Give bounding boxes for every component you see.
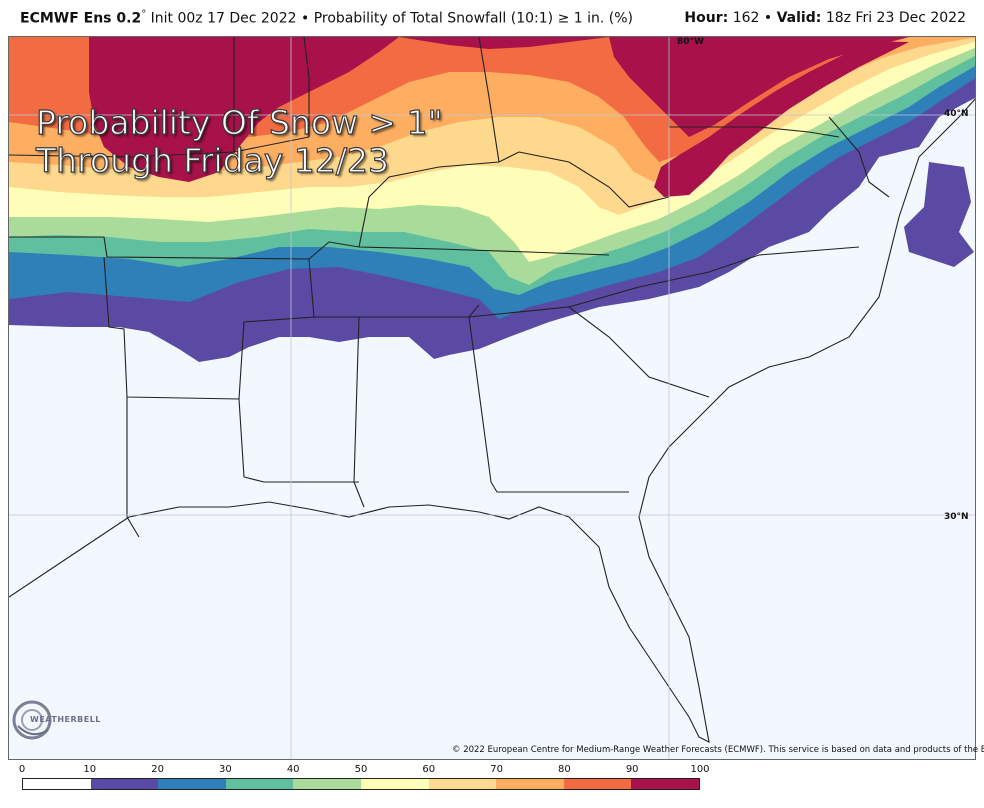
init-time: Init 00z 17 Dec 2022 — [150, 10, 297, 27]
legend-swatch — [225, 779, 294, 789]
legend-tick-label: 90 — [625, 764, 639, 775]
legend-swatch — [293, 779, 361, 789]
probability-bands — [9, 37, 975, 362]
longitude-label-80w: 80°W — [677, 37, 704, 47]
legend-tick-label: 20 — [151, 764, 164, 775]
latitude-label-40n: 40°N — [944, 109, 969, 119]
band-maroon-top — [609, 37, 909, 137]
legend-tick-label: 40 — [286, 764, 300, 775]
copyright-notice: © 2022 European Centre for Medium-Range … — [452, 745, 984, 755]
title-bar: ECMWF Ens 0.2° Init 00z 17 Dec 2022 • Pr… — [0, 0, 984, 36]
legend-swatch — [158, 779, 226, 789]
forecast-annotation: Probability Of Snow > 1" Through Friday … — [35, 103, 443, 180]
state-borders — [9, 37, 890, 538]
legend-tick-label: 30 — [219, 764, 232, 775]
title-right: Hour: 162 • Valid: 18z Fri 23 Dec 2022 — [684, 10, 966, 26]
model-name: ECMWF Ens 0.2 — [20, 10, 142, 27]
title-left: ECMWF Ens 0.2° Init 00z 17 Dec 2022 • Pr… — [20, 9, 633, 27]
legend-swatch — [428, 779, 497, 789]
legend-tick-label: 70 — [490, 764, 503, 775]
separator: • — [300, 10, 310, 27]
legend-swatch — [23, 779, 91, 789]
legend-swatch — [90, 779, 159, 789]
snow-probability-map — [9, 37, 975, 759]
degree-symbol: ° — [141, 9, 147, 21]
annotation-line-1: Probability Of Snow > 1" — [35, 103, 443, 142]
hour-label: Hour — [684, 10, 723, 26]
map — [8, 36, 976, 760]
legend-swatch — [563, 779, 632, 789]
legend-tick-label: 80 — [558, 764, 571, 775]
valid-value: 18z Fri 23 Dec 2022 — [825, 10, 966, 26]
band-maroon-north — [399, 37, 609, 49]
band-maroon-west — [89, 37, 399, 182]
separator-2: • — [763, 10, 773, 26]
legend-swatch — [496, 779, 564, 789]
legend-tick-label: 10 — [83, 764, 97, 775]
legend-ticks: 0 10 20 30 40 50 60 70 80 90 100 — [18, 764, 710, 778]
coastline — [9, 98, 975, 743]
valid-label: Valid — [776, 10, 816, 26]
hour-value: 162 — [732, 10, 760, 26]
band-maroon-east — [609, 37, 909, 197]
legend-swatch — [360, 779, 429, 789]
legend-tick-label: 60 — [422, 764, 436, 775]
legend-swatch — [631, 779, 699, 789]
legend-tick-label: 50 — [354, 764, 368, 775]
legend-color-bar — [22, 778, 700, 790]
weatherbell-logo-icon — [12, 700, 52, 740]
legend-tick-label: 100 — [690, 764, 710, 775]
product-name: Probability of Total Snowfall (10:1) ≥ 1… — [313, 10, 634, 27]
annotation-line-2: Through Friday 12/23 — [35, 141, 389, 180]
latitude-label-30n: 30°N — [944, 512, 969, 522]
band-purple-blob — [904, 162, 974, 267]
latitude-lines — [9, 37, 975, 759]
logo-text: WEATHERBELL — [30, 715, 101, 724]
legend-tick-label: 0 — [18, 764, 26, 775]
